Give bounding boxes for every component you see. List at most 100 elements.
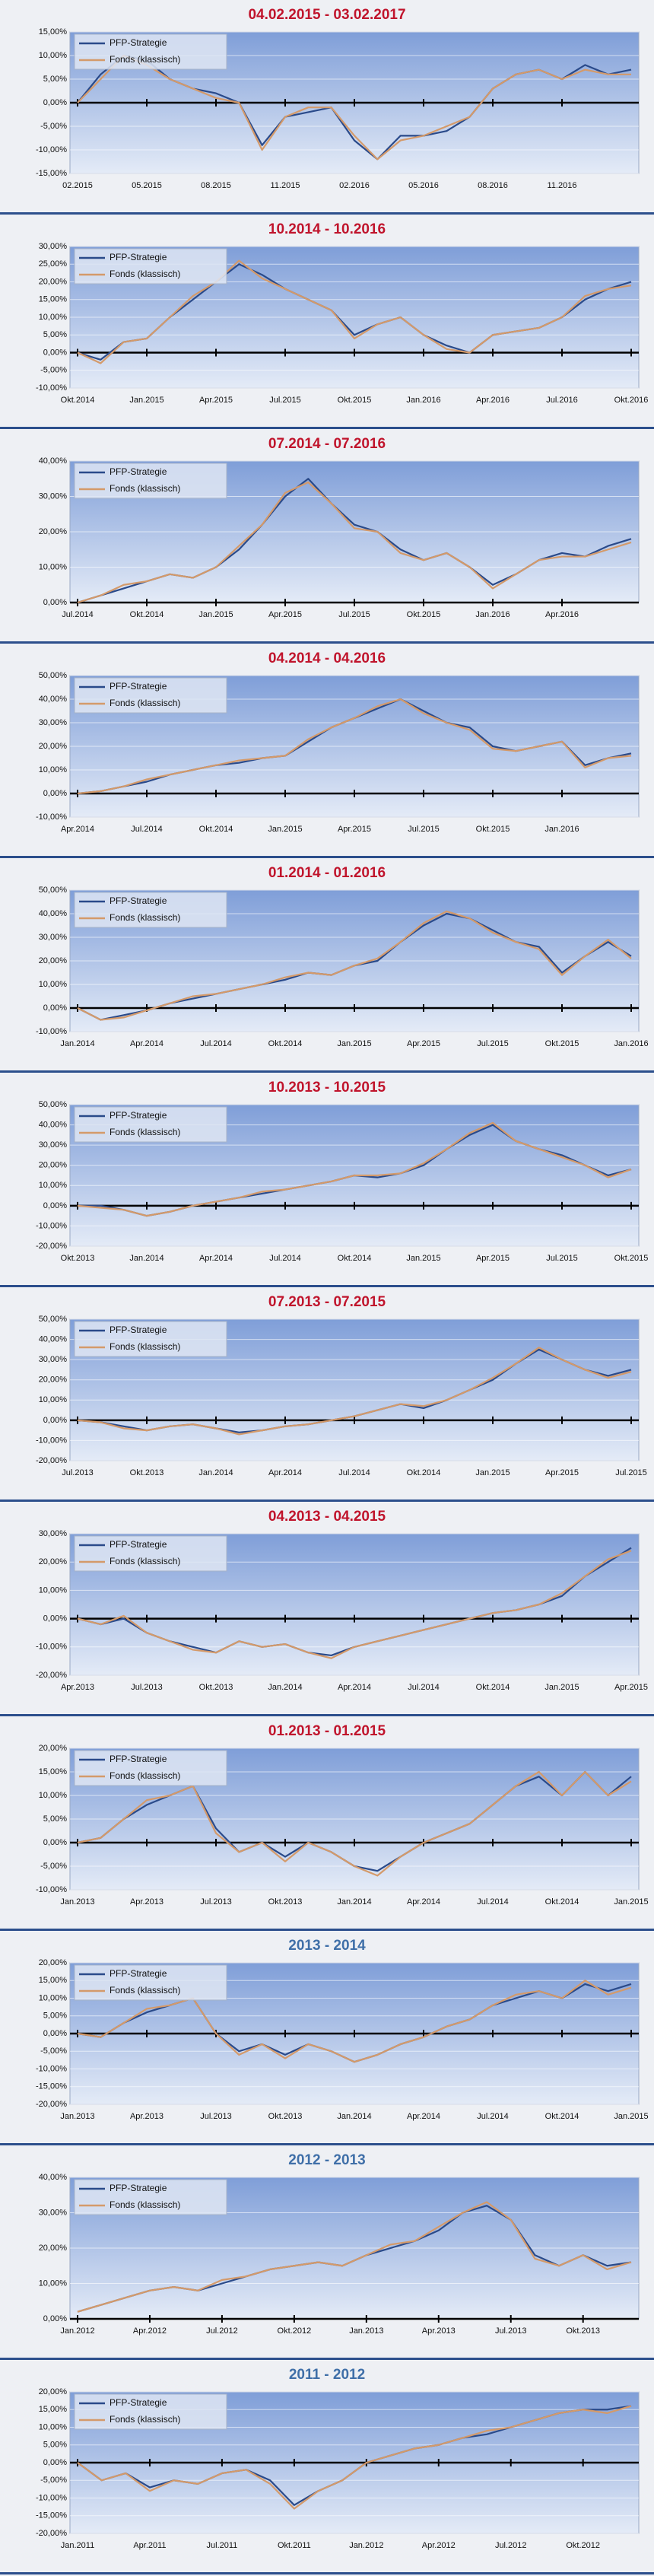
series-line bbox=[77, 54, 631, 161]
x-tick-label: Okt.2014 bbox=[545, 2112, 579, 2121]
y-tick-label: -10,00% bbox=[36, 1643, 67, 1652]
x-tick-label: Jul.2012 bbox=[206, 2326, 238, 2336]
x-tick-label: Okt.2014 bbox=[130, 610, 164, 619]
y-tick-label: 40,00% bbox=[39, 2173, 68, 2182]
x-tick-label: Jan.2013 bbox=[60, 1897, 94, 1907]
x-tick-label: Apr.2014 bbox=[268, 1468, 302, 1477]
chart-panel: 10.2013 - 10.2015 -20,00% -10,00% 0,00% 10,0… bbox=[0, 1073, 654, 1287]
x-tick-label: Apr.2014 bbox=[407, 1897, 440, 1907]
x-tick-label: Apr.2014 bbox=[338, 1683, 371, 1692]
legend-box bbox=[74, 677, 227, 714]
x-tick-label: Okt.2013 bbox=[61, 1254, 95, 1263]
y-tick-label: 0,00% bbox=[43, 1003, 67, 1013]
x-tick-label: Okt.2011 bbox=[278, 2541, 311, 2550]
series-line bbox=[77, 698, 632, 795]
y-tick-label: 40,00% bbox=[39, 909, 68, 918]
y-tick-label: -15,00% bbox=[36, 2082, 67, 2091]
x-tick-label: Apr.2015 bbox=[476, 1254, 510, 1263]
x-tick-label: Jul.2014 bbox=[477, 1897, 509, 1907]
x-tick-label: Jan.2015 bbox=[406, 1254, 440, 1263]
panel-separator bbox=[0, 856, 654, 858]
chart-panel: 04.2014 - 04.2016 -10,00% 0,00% 10,00% 20,00… bbox=[0, 644, 654, 858]
panel-separator bbox=[0, 1285, 654, 1287]
x-tick-label: Jul.2014 bbox=[200, 1039, 232, 1048]
legend-label: Fonds (klassisch) bbox=[110, 1127, 180, 1137]
y-tick-label: 0,00% bbox=[43, 98, 67, 107]
y-tick-label: 0,00% bbox=[43, 1614, 67, 1624]
y-tick-label: 40,00% bbox=[39, 1120, 68, 1129]
chart-panel: 10.2014 - 10.2016 -10,00% -5,00% 0,00% 5,00%… bbox=[0, 215, 654, 429]
x-tick-label: Okt.2014 bbox=[61, 396, 95, 405]
y-tick-label: 0,00% bbox=[43, 789, 67, 798]
x-tick-label: Okt.2014 bbox=[338, 1254, 372, 1263]
legend-label: PFP-Strategie bbox=[110, 2183, 167, 2193]
x-tick-label: Jan.2015 bbox=[614, 2112, 648, 2121]
x-tick-label: Okt.2015 bbox=[338, 396, 372, 405]
y-tick-label: 30,00% bbox=[39, 242, 68, 251]
legend-box bbox=[74, 1321, 227, 1357]
x-tick-label: 08.2016 bbox=[478, 181, 508, 190]
y-tick-label: 30,00% bbox=[39, 718, 68, 727]
x-tick-label: Okt.2015 bbox=[407, 610, 441, 619]
y-tick-label: -10,00% bbox=[36, 383, 67, 393]
panel-separator bbox=[0, 2358, 654, 2360]
chart-panel: 04.02.2015 - 03.02.2017 -15,00% -10,00% -5,… bbox=[0, 0, 654, 215]
legend-label: Fonds (klassisch) bbox=[110, 1556, 180, 1566]
y-tick-label: -5,00% bbox=[40, 366, 67, 375]
y-tick-label: 0,00% bbox=[43, 598, 67, 607]
x-tick-label: Okt.2015 bbox=[476, 825, 510, 834]
x-tick-label: Okt.2012 bbox=[278, 2326, 312, 2336]
y-tick-label: -20,00% bbox=[36, 2100, 67, 2109]
x-tick-label: Jan.2014 bbox=[198, 1468, 233, 1477]
x-tick-label: Jan.2012 bbox=[60, 2326, 94, 2336]
y-tick-label: -10,00% bbox=[36, 1221, 67, 1230]
y-tick-label: 30,00% bbox=[39, 1355, 68, 1364]
series-line bbox=[77, 910, 632, 1021]
x-tick-label: Jul.2015 bbox=[269, 396, 301, 405]
x-tick-label: Okt.2014 bbox=[268, 1039, 303, 1048]
y-tick-label: -5,00% bbox=[40, 2046, 67, 2056]
legend-box bbox=[74, 248, 227, 285]
y-tick-label: -10,00% bbox=[36, 1436, 67, 1445]
series-line bbox=[77, 1770, 632, 1877]
legend-label: Fonds (klassisch) bbox=[110, 2199, 180, 2210]
x-tick-label: Jan.2013 bbox=[349, 2326, 383, 2336]
y-tick-label: 30,00% bbox=[39, 933, 68, 942]
x-tick-label: Jul.2013 bbox=[200, 2112, 232, 2121]
x-tick-label: Apr.2012 bbox=[422, 2541, 456, 2550]
chart-title: 01.2013 - 01.2015 bbox=[268, 1723, 386, 1739]
y-tick-label: 15,00% bbox=[39, 1767, 68, 1776]
y-tick-label: -10,00% bbox=[36, 145, 67, 154]
x-tick-label: Okt.2013 bbox=[130, 1468, 164, 1477]
y-tick-label: -5,00% bbox=[40, 2476, 67, 2485]
legend-label: Fonds (klassisch) bbox=[110, 54, 180, 65]
series-line bbox=[77, 259, 632, 364]
legend-label: Fonds (klassisch) bbox=[110, 912, 180, 923]
x-tick-label: Jan.2014 bbox=[337, 1897, 371, 1907]
x-tick-label: Jan.2012 bbox=[349, 2541, 383, 2550]
x-tick-label: 08.2015 bbox=[201, 181, 231, 190]
x-tick-label: Apr.2014 bbox=[407, 2112, 440, 2121]
y-tick-label: -20,00% bbox=[36, 1671, 67, 1680]
x-tick-label: Jan.2015 bbox=[544, 1683, 579, 1692]
legend-label: PFP-Strategie bbox=[110, 466, 167, 477]
legend-label: Fonds (klassisch) bbox=[110, 698, 180, 708]
y-tick-label: -20,00% bbox=[36, 1456, 67, 1465]
x-tick-label: Jan.2013 bbox=[60, 2112, 94, 2121]
x-tick-label: Apr.2013 bbox=[130, 2112, 164, 2121]
x-tick-label: Apr.2013 bbox=[422, 2326, 456, 2336]
x-tick-label: Apr.2016 bbox=[476, 396, 510, 405]
x-tick-label: Jan.2014 bbox=[60, 1039, 94, 1048]
x-tick-label: Jul.2011 bbox=[207, 2541, 238, 2550]
y-tick-label: 10,00% bbox=[39, 313, 68, 322]
chart-title: 04.2013 - 04.2015 bbox=[268, 1509, 386, 1525]
series-line bbox=[77, 2201, 632, 2313]
chart-title: 10.2014 - 10.2016 bbox=[268, 221, 386, 237]
y-tick-label: 50,00% bbox=[39, 671, 68, 680]
chart-panel: 07.2013 - 07.2015 -20,00% -10,00% 0,00% 10,0… bbox=[0, 1287, 654, 1502]
y-tick-label: 10,00% bbox=[39, 2422, 68, 2431]
x-tick-label: Jul.2015 bbox=[615, 1468, 647, 1477]
x-tick-label: Jan.2015 bbox=[268, 825, 302, 834]
y-tick-label: 10,00% bbox=[39, 1585, 68, 1595]
